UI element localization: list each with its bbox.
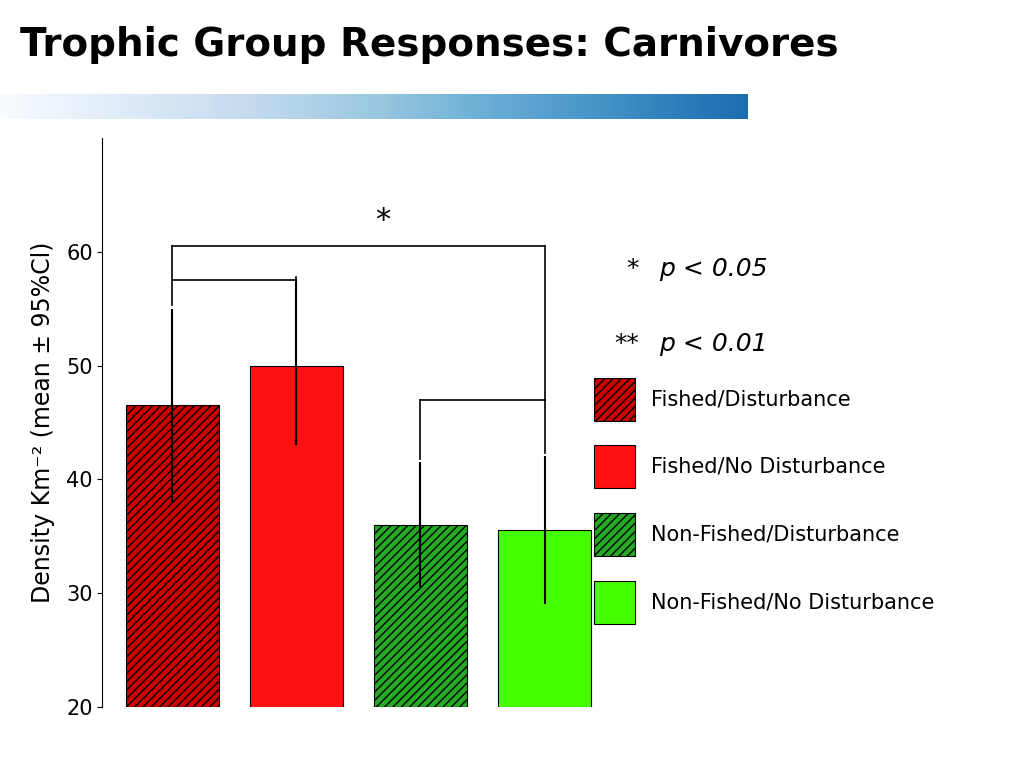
Text: Non-Fished/No Disturbance: Non-Fished/No Disturbance xyxy=(651,592,935,612)
Text: *: * xyxy=(376,206,391,235)
FancyBboxPatch shape xyxy=(594,581,635,624)
FancyBboxPatch shape xyxy=(594,513,635,556)
FancyBboxPatch shape xyxy=(594,378,635,421)
Bar xyxy=(374,525,467,707)
Text: Fished/No Disturbance: Fished/No Disturbance xyxy=(651,457,886,477)
Text: **: ** xyxy=(614,332,639,356)
Bar xyxy=(250,366,343,707)
Text: Non-Fished/Disturbance: Non-Fished/Disturbance xyxy=(651,525,900,545)
Text: Trophic Group Responses: Carnivores: Trophic Group Responses: Carnivores xyxy=(20,26,839,64)
Text: p < 0.01: p < 0.01 xyxy=(659,332,768,356)
Text: Fished/Disturbance: Fished/Disturbance xyxy=(651,389,851,409)
Bar xyxy=(498,531,591,707)
FancyBboxPatch shape xyxy=(594,445,635,488)
Text: *: * xyxy=(627,257,639,281)
Bar xyxy=(126,406,219,707)
Text: p < 0.05: p < 0.05 xyxy=(659,257,768,281)
Y-axis label: Density Km⁻² (mean ± 95%Cl): Density Km⁻² (mean ± 95%Cl) xyxy=(31,242,55,603)
